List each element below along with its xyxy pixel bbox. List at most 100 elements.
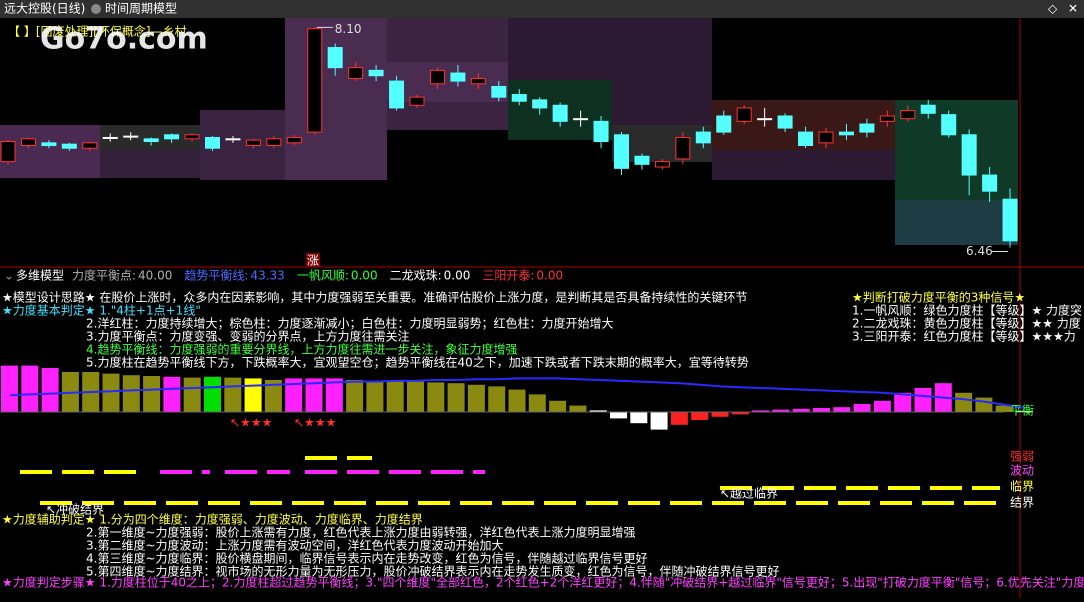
note: 1.一帆风顺：绿色力度柱【等级】★ 力度突 xyxy=(852,303,1082,318)
force-bar xyxy=(589,410,607,412)
candle-body xyxy=(961,134,977,176)
candle-body xyxy=(920,104,936,114)
force-bar xyxy=(630,412,648,424)
indicator-title: 多维模型 xyxy=(16,269,64,283)
candle-body xyxy=(450,72,466,82)
candle-body xyxy=(777,115,793,129)
trend-line xyxy=(9,377,1026,409)
candle-body xyxy=(389,80,405,109)
stock-title: 远大控股(日线) xyxy=(4,2,85,16)
indicator-value: 0.00 xyxy=(536,269,563,283)
force-bar xyxy=(569,405,587,412)
force-bar xyxy=(346,380,364,412)
diamond[interactable]: ◇ xyxy=(1048,2,1058,16)
note: ★力度判定步骤★ 1.力度柱位于40之上；2.力度柱超过趋势平衡线；3."四个维… xyxy=(2,575,1084,590)
force-bar xyxy=(285,378,303,412)
force-bar xyxy=(305,378,323,412)
force-bar xyxy=(650,412,668,430)
strength-label: 强弱 xyxy=(1010,450,1034,464)
force-bar xyxy=(366,381,384,412)
candle-body xyxy=(225,138,241,141)
candle-body xyxy=(348,67,364,79)
force-bar xyxy=(975,397,993,412)
candle-body xyxy=(941,114,957,136)
force-bar xyxy=(163,376,181,412)
indicator-name: 趋势平衡线: xyxy=(184,269,248,283)
candle-body xyxy=(205,136,220,149)
note: ★力度辅助判定★ 1.分为四个维度：力度强弱、力度波动、力度临界、力度结界 xyxy=(2,512,423,527)
force-bar xyxy=(731,412,749,415)
force-bar xyxy=(792,408,810,412)
stars: ↖★★★ xyxy=(230,416,272,430)
indicator-name: 三阳开泰: xyxy=(482,269,534,283)
note: 3.三阳开泰：红色力度柱【等级】★★★力 xyxy=(852,329,1076,344)
note: ★力度基本判定★ 1."4柱+1点+1线" xyxy=(2,303,201,318)
indicator-name: 二龙戏珠: xyxy=(390,269,442,283)
candle-body xyxy=(675,136,691,160)
max-label: 8.10 xyxy=(335,22,362,36)
note: 2.第一维度~力度强弱：股价上涨需有力度，红色代表上涨力度由弱转强，洋红色代表上… xyxy=(86,525,636,540)
force-bar xyxy=(508,389,526,412)
force-bar xyxy=(711,412,729,417)
candle-body xyxy=(470,77,486,85)
force-bar xyxy=(224,377,242,412)
force-bar xyxy=(41,368,59,412)
force-bar xyxy=(772,409,790,412)
close-btn[interactable]: ✕ xyxy=(1068,2,1078,16)
force-bar xyxy=(427,382,445,412)
indicator-value: 43.33 xyxy=(250,269,284,283)
force-bar xyxy=(670,412,688,425)
candle-body xyxy=(307,28,323,133)
dot xyxy=(91,4,101,14)
candle-body xyxy=(511,94,527,102)
force-bar xyxy=(244,378,262,412)
note: 4.第三维度~力度临界：股价横盘期间，临界信号表示内在走势改变，红色为信号，伴随… xyxy=(86,551,648,566)
force-bar xyxy=(102,373,120,412)
force-bar xyxy=(914,388,932,412)
force-bar xyxy=(122,375,140,412)
note: 3.力度平衡点：力度变强、变弱的分界点，上方力度往需关注 xyxy=(86,329,409,344)
indicator-value: 40.00 xyxy=(138,269,172,283)
candle-body xyxy=(1002,198,1018,242)
candle-body xyxy=(838,131,854,136)
indicator-name: 一帆风顺: xyxy=(297,268,349,283)
candle-body xyxy=(900,110,916,120)
force-bar xyxy=(143,376,161,412)
candle-body xyxy=(0,141,16,163)
note: 2.二龙戏珠：黄色力度柱【等级】★★ 力度 xyxy=(852,316,1081,331)
candle-body xyxy=(879,115,895,122)
force-bar xyxy=(853,404,871,412)
candle-body xyxy=(143,138,159,142)
force-bar xyxy=(528,394,546,412)
note: 4.趋势平衡线：力度强弱的重要分界线，上方力度往需进一步关注，象征力度增强 xyxy=(86,342,517,357)
candle-body xyxy=(245,139,261,147)
note: 2.洋红柱：力度持续增大；棕色柱：力度逐渐减小；白色柱：力度明显弱势；红色柱：力… xyxy=(86,316,613,331)
candle-body xyxy=(593,120,609,142)
force-bar xyxy=(894,392,912,412)
force-bar xyxy=(447,383,465,412)
candle-body xyxy=(532,99,548,109)
levels xyxy=(20,456,1000,505)
force-bar xyxy=(833,407,851,412)
force-bar xyxy=(995,405,1013,412)
indicator-value: 0.00 xyxy=(351,269,378,283)
force-bar xyxy=(549,400,567,412)
note: 3.第二维度~力度波动：上涨力度需有波动空间，洋红色代表力度波动开始加大 xyxy=(86,538,504,553)
candle-body xyxy=(41,142,57,147)
force-bar xyxy=(610,412,627,419)
force-bar xyxy=(264,380,282,412)
candle-body xyxy=(82,142,98,149)
min-label: 6.46 xyxy=(966,244,993,258)
watermark: Go7o.com xyxy=(40,22,208,57)
force-bar xyxy=(407,381,424,412)
force-bar xyxy=(386,381,404,412)
candle-body xyxy=(736,107,752,122)
force-bar xyxy=(21,365,39,412)
force-bar xyxy=(488,386,506,412)
indicator-arrow: ⌄ xyxy=(4,269,14,283)
force-bar xyxy=(691,412,709,420)
force-bar xyxy=(955,392,973,412)
title-bar xyxy=(0,0,1084,18)
candle-body xyxy=(757,118,773,121)
